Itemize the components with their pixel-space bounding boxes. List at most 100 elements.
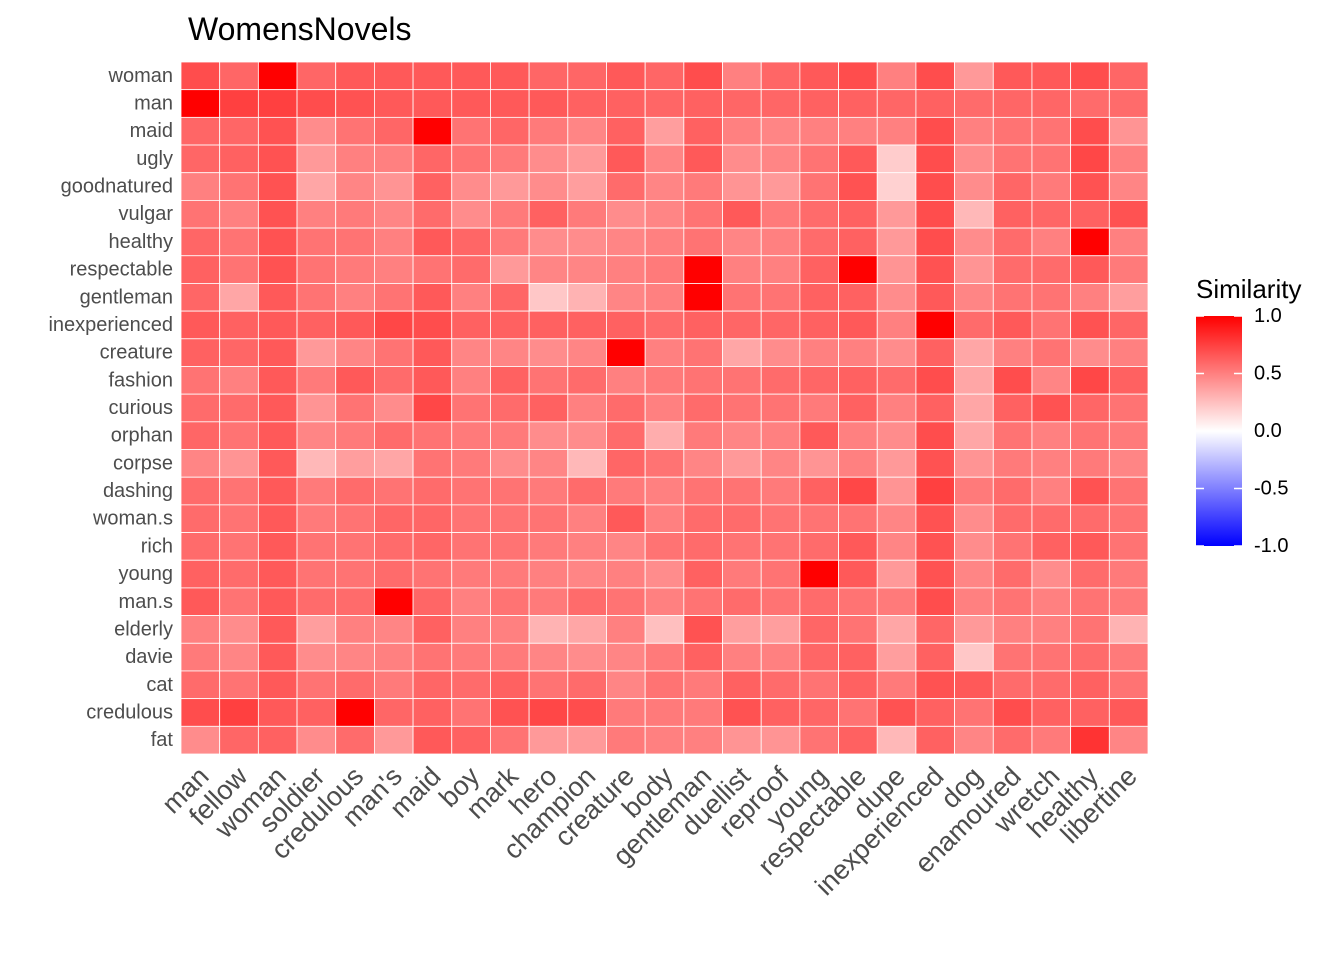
heatmap-cell-woman-woman (257, 61, 298, 91)
heatmap-cell-orphan-wretch (1031, 421, 1072, 450)
heatmap-cell-davie-dog (954, 642, 994, 672)
heatmap-cell-ugly-dog (954, 144, 994, 174)
heatmap-cell-inexperienced-man's (373, 310, 414, 340)
heatmap-cell-cat-maid (412, 670, 453, 700)
heatmap-cell-vulgar-man's (373, 199, 414, 229)
heatmap-cell-fat-enamoured (992, 725, 1033, 755)
heatmap-cell-orphan-maid (412, 421, 453, 450)
heatmap-cell-goodnatured-body (644, 172, 685, 201)
heatmap-cell-elderly-inexperienced (915, 615, 955, 644)
heatmap-cell-young-healthy (1070, 559, 1110, 589)
heatmap-cell-creature-woman (257, 338, 298, 367)
heatmap-cell-elderly-soldier (296, 615, 337, 644)
y-tick-label: healthy (109, 231, 174, 253)
heatmap-cell-vulgar-gentleman (683, 199, 723, 229)
heatmap-cell-ugly-enamoured (992, 144, 1033, 174)
heatmap-cell-fashion-soldier (296, 366, 337, 395)
heatmap-cell-woman.s-mark (490, 504, 530, 533)
heatmap-cell-inexperienced-young (799, 310, 839, 340)
heatmap-cell-healthy-wretch (1031, 227, 1072, 257)
heatmap-cell-goodnatured-dupe (876, 172, 917, 201)
heatmap-cell-gentleman-dupe (876, 283, 917, 312)
heatmap-cell-davie-mark (490, 642, 530, 672)
heatmap-cell-inexperienced-wretch (1031, 310, 1072, 340)
heatmap-cell-respectable-inexperienced (915, 255, 955, 284)
heatmap-cell-cat-boy (451, 670, 491, 700)
heatmap-cell-fat-maid (412, 725, 453, 755)
heatmap-cell-creature-duellist (722, 338, 762, 367)
heatmap-cell-goodnatured-gentleman (683, 172, 723, 201)
heatmap-cell-man-champion (567, 89, 607, 118)
heatmap-cell-vulgar-reproof (760, 199, 801, 229)
heatmap-cell-cat-body (644, 670, 685, 700)
heatmap-cell-young-mark (490, 559, 530, 589)
heatmap-cells (180, 61, 1149, 755)
heatmap-cell-man.s-body (644, 587, 685, 616)
heatmap-cell-woman-inexperienced (915, 61, 955, 91)
heatmap-cell-woman-man (180, 61, 221, 91)
heatmap-cell-woman.s-champion (567, 504, 607, 533)
heatmap-cell-fashion-mark (490, 366, 530, 395)
heatmap-cell-credulous-champion (567, 698, 607, 727)
heatmap-cell-ugly-young (799, 144, 839, 174)
heatmap-cell-man.s-woman (257, 587, 298, 616)
heatmap-cell-ugly-inexperienced (915, 144, 955, 174)
heatmap-cell-man-body (644, 89, 685, 118)
heatmap-cell-creature-champion (567, 338, 607, 367)
heatmap-cell-respectable-wretch (1031, 255, 1072, 284)
heatmap-cell-woman.s-woman (257, 504, 298, 533)
heatmap-cell-inexperienced-woman (257, 310, 298, 340)
heatmap-cell-cat-woman (257, 670, 298, 700)
heatmap-cell-davie-gentleman (683, 642, 723, 672)
heatmap-cell-gentleman-inexperienced (915, 283, 955, 312)
heatmap-cell-elderly-champion (567, 615, 607, 644)
x-axis-labels: manfellowwomansoldiercredulousman'smaidb… (156, 761, 1143, 901)
heatmap-cell-orphan-soldier (296, 421, 337, 450)
heatmap-cell-ugly-healthy (1070, 144, 1110, 174)
heatmap-cell-healthy-maid (412, 227, 453, 257)
heatmap-cell-cat-reproof (760, 670, 801, 700)
heatmap-cell-ugly-libertine (1108, 144, 1149, 174)
heatmap-cell-fat-hero (528, 725, 569, 755)
heatmap-cell-inexperienced-boy (451, 310, 491, 340)
heatmap-cell-man.s-boy (451, 587, 491, 616)
heatmap-cell-maid-hero (528, 116, 569, 146)
heatmap-cell-woman-healthy (1070, 61, 1110, 91)
heatmap-cell-creature-creature (606, 338, 646, 367)
heatmap-cell-curious-young (799, 393, 839, 423)
heatmap-cell-creature-dupe (876, 338, 917, 367)
y-tick-label: gentleman (80, 286, 173, 308)
heatmap-cell-creature-maid (412, 338, 453, 367)
heatmap-cell-credulous-dog (954, 698, 994, 727)
heatmap-cell-fat-dog (954, 725, 994, 755)
heatmap-cell-gentleman-body (644, 283, 685, 312)
heatmap-cell-fashion-wretch (1031, 366, 1072, 395)
heatmap-cell-woman-dupe (876, 61, 917, 91)
heatmap-cell-corpse-inexperienced (915, 449, 955, 478)
heatmap-cell-respectable-maid (412, 255, 453, 284)
heatmap-cell-woman.s-man (180, 504, 221, 533)
heatmap-cell-woman.s-boy (451, 504, 491, 533)
heatmap-cell-rich-maid (412, 532, 453, 561)
heatmap-cell-orphan-gentleman (683, 421, 723, 450)
heatmap-cell-davie-woman (257, 642, 298, 672)
heatmap-cell-young-man's (373, 559, 414, 589)
heatmap-cell-respectable-hero (528, 255, 569, 284)
heatmap-cell-elderly-credulous (335, 615, 375, 644)
heatmap-cell-fat-respectable (838, 725, 878, 755)
heatmap-cell-woman-boy (451, 61, 491, 91)
heatmap-cell-elderly-fellow (219, 615, 259, 644)
heatmap-cell-inexperienced-enamoured (992, 310, 1033, 340)
y-tick-label: rich (141, 535, 173, 557)
heatmap-cell-gentleman-hero (528, 283, 569, 312)
heatmap-cell-davie-enamoured (992, 642, 1033, 672)
heatmap-cell-curious-man (180, 393, 221, 423)
heatmap-cell-woman-maid (412, 61, 453, 91)
heatmap-cell-healthy-boy (451, 227, 491, 257)
heatmap-cell-healthy-gentleman (683, 227, 723, 257)
heatmap-cell-maid-mark (490, 116, 530, 146)
heatmap-cell-cat-dog (954, 670, 994, 700)
heatmap-cell-corpse-champion (567, 449, 607, 478)
heatmap-cell-man-inexperienced (915, 89, 955, 118)
heatmap-cell-goodnatured-wretch (1031, 172, 1072, 201)
